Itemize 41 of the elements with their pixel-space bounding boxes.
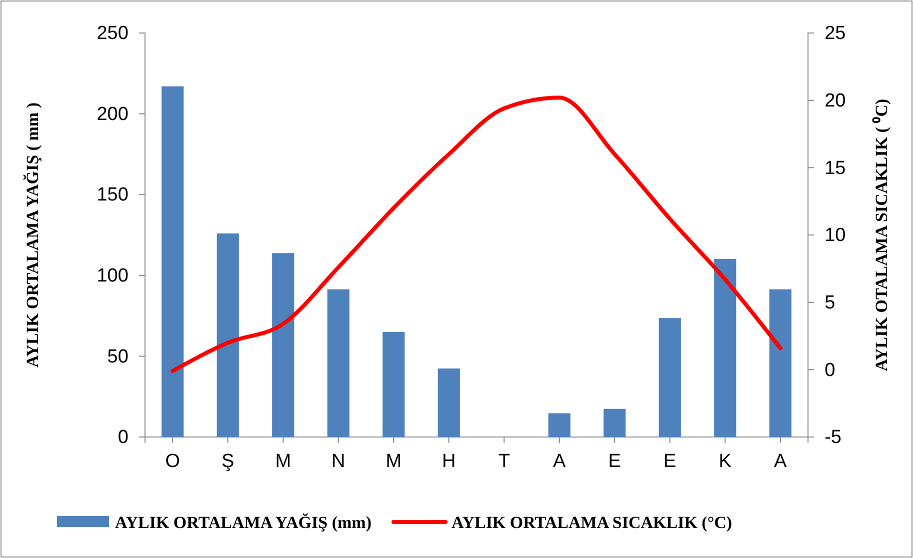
x-tick-label: A bbox=[774, 450, 788, 472]
x-tick-label: K bbox=[718, 450, 732, 472]
x-tick-label: H bbox=[442, 450, 456, 472]
bar bbox=[327, 289, 350, 437]
bar bbox=[604, 408, 626, 437]
x-tick-label: Ş bbox=[222, 450, 234, 472]
x-tick-label: A bbox=[553, 450, 566, 472]
y2-tick-label: 20 bbox=[824, 90, 846, 112]
y-tick-label: 100 bbox=[96, 265, 128, 286]
legend-label: AYLIK ORTALAMA YAĞIŞ (mm) bbox=[115, 513, 372, 532]
bar bbox=[162, 86, 184, 437]
x-tick-label: T bbox=[498, 450, 510, 472]
x-tick-label: E bbox=[664, 450, 676, 472]
legend-label: AYLIK ORTALAMA SICAKLIK (°C) bbox=[451, 513, 732, 532]
x-tick-label: O bbox=[165, 450, 180, 472]
y-tick-label: 0 bbox=[118, 427, 128, 448]
bar bbox=[548, 413, 570, 437]
x-tick-label: N bbox=[332, 450, 346, 472]
bar bbox=[769, 289, 792, 437]
y2-axis-title: AYLIK OTALAMA SICAKLIK ( ⁰C) bbox=[872, 98, 891, 372]
x-tick-label: M bbox=[275, 450, 292, 472]
x-tick-label: E bbox=[608, 450, 621, 472]
bar bbox=[272, 253, 294, 437]
y-tick-label: 200 bbox=[96, 104, 128, 125]
bar bbox=[382, 332, 405, 437]
y-tick-label: 50 bbox=[107, 346, 128, 368]
bar bbox=[438, 368, 460, 437]
y-axis-title: AYLIK ORTALAMA YAĞIŞ ( mm ) bbox=[23, 102, 42, 368]
bar bbox=[714, 258, 736, 437]
y-tick-label: 150 bbox=[96, 184, 128, 206]
bar bbox=[658, 318, 681, 437]
y2-tick-label: 10 bbox=[824, 225, 846, 246]
bar bbox=[216, 233, 239, 437]
y2-tick-label: 15 bbox=[824, 158, 846, 179]
line-series bbox=[170, 96, 782, 374]
y2-tick-label: 5 bbox=[824, 292, 836, 314]
y2-tick-label: 0 bbox=[824, 360, 836, 381]
y2-tick-label: 25 bbox=[824, 23, 846, 44]
y2-tick-label: -5 bbox=[824, 427, 842, 448]
x-tick-label: M bbox=[386, 450, 402, 472]
y-tick-label: 250 bbox=[96, 23, 128, 44]
